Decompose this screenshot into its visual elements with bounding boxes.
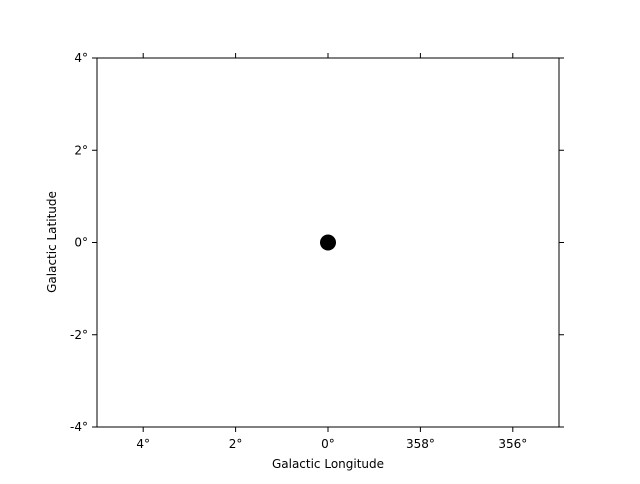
x-tick-label: 2° — [229, 437, 243, 451]
x-tick-label: 4° — [136, 437, 150, 451]
y-tick-label: -4° — [70, 420, 88, 434]
x-tick-label: 0° — [321, 437, 335, 451]
x-tick-label: 356° — [498, 437, 527, 451]
y-tick-label: -2° — [70, 328, 88, 342]
y-axis-label: Galactic Latitude — [45, 191, 59, 293]
y-tick-label: 0° — [74, 236, 88, 250]
y-tick-label: 4° — [74, 51, 88, 65]
x-axis-label: Galactic Longitude — [272, 457, 384, 471]
point — [320, 234, 336, 251]
x-tick-label: 358° — [406, 437, 435, 451]
y-tick-label: 2° — [74, 143, 88, 157]
